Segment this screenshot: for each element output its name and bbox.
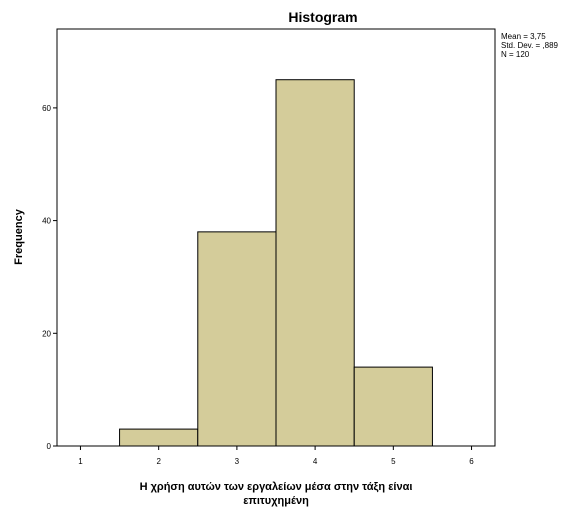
y-tick-label: 60: [42, 104, 51, 113]
x-tick-label: 6: [469, 457, 474, 466]
y-tick-label: 0: [47, 442, 52, 451]
x-tick-label: 5: [391, 457, 396, 466]
histogram-bar-1: [119, 428, 199, 447]
histogram-bar-3: [275, 79, 355, 447]
y-axis-ticks: 0 20 40 60: [42, 104, 57, 451]
stat-n: N = 120: [501, 50, 530, 59]
stat-mean: Mean = 3,75: [501, 32, 546, 41]
x-tick-label: 4: [313, 457, 318, 466]
x-axis-title-line-1: Η χρήση αυτών των εργαλείων μέσα στην τά…: [140, 481, 413, 493]
histogram-bar-2: [197, 231, 277, 447]
histogram-bars: [119, 79, 433, 447]
x-tick-label: 1: [78, 457, 83, 466]
x-axis-title-line-2: επιτυχημένη: [243, 495, 309, 507]
y-axis-title: Frequency: [13, 208, 25, 265]
chart-title: Histogram: [288, 9, 357, 25]
x-axis-ticks: 1 2 3 4 5 6: [78, 446, 474, 466]
y-tick-label: 40: [42, 217, 51, 226]
x-tick-label: 3: [235, 457, 240, 466]
x-tick-label: 2: [156, 457, 161, 466]
y-tick-label: 20: [42, 329, 51, 338]
histogram-bar-4: [353, 366, 433, 447]
stat-std-dev: Std. Dev. = ,889: [501, 41, 559, 50]
